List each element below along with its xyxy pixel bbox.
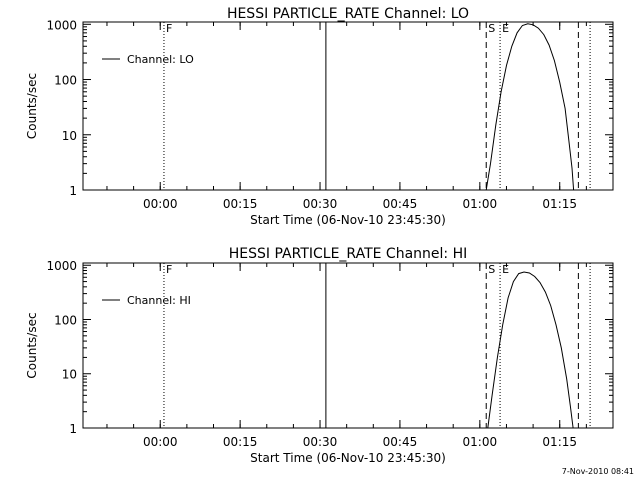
panel-1-marker-label: F [166,22,172,35]
panel-1-y-tick-label: 1 [69,184,77,198]
panel-1-x-axis-label: Start Time (06-Nov-10 23:45:30) [250,213,446,227]
panel-2-series-line [487,271,574,429]
panel-1-x-tick-label: 00:30 [303,197,338,211]
panel-2-y-tick-label: 10 [62,368,77,382]
panel-2-x-tick-label: 00:45 [383,435,418,449]
panel-1-x-tick-label: 01:00 [463,197,498,211]
panel-2-frame [82,262,614,429]
panel-1-y-tick-label: 1000 [46,18,77,32]
panel-1-x-tick-label: 01:15 [542,197,577,211]
panel-2-y-tick-label: 1000 [46,259,77,273]
panel-1-marker-label: E [502,22,509,35]
panel-1-legend-label: Channel: LO [127,53,194,66]
panel-2-x-tick-label: 00:00 [143,435,178,449]
footer-timestamp: 7-Nov-2010 08:41 [561,467,634,476]
panel-1-x-tick-label: 00:45 [383,197,418,211]
panel-1-series-line [485,23,575,191]
panel-2-x-axis-label: Start Time (06-Nov-10 23:45:30) [250,451,446,465]
panel-2-y-tick-label: 1 [69,422,77,436]
panel-1-frame [82,21,614,191]
panel-2-marker-label: F [166,263,172,276]
panel-1-y-axis-label: Counts/sec [25,73,39,139]
panel-2-x-tick-label: 00:15 [223,435,258,449]
panel-2-x-tick-label: 01:00 [463,435,498,449]
panel-2-marker-label: S [488,263,495,276]
panel-2-title: HESSI PARTICLE_RATE Channel: HI [229,246,467,262]
panel-1-x-tick-label: 00:15 [223,197,258,211]
panel-2-x-tick-label: 00:30 [303,435,338,449]
panel-1-y-tick-label: 10 [62,129,77,143]
panel-2-legend-label: Channel: HI [127,294,191,307]
panel-2-x-tick-label: 01:15 [542,435,577,449]
panel-1-title: HESSI PARTICLE_RATE Channel: LO [227,6,469,22]
panel-2-y-axis-label: Counts/sec [25,312,39,378]
panel-1-x-tick-label: 00:00 [143,197,178,211]
panel-1-y-tick-label: 100 [54,74,77,88]
panel-2-y-tick-label: 100 [54,313,77,327]
panel-2-marker-label: E [502,263,509,276]
panel-1-marker-label: S [488,22,495,35]
